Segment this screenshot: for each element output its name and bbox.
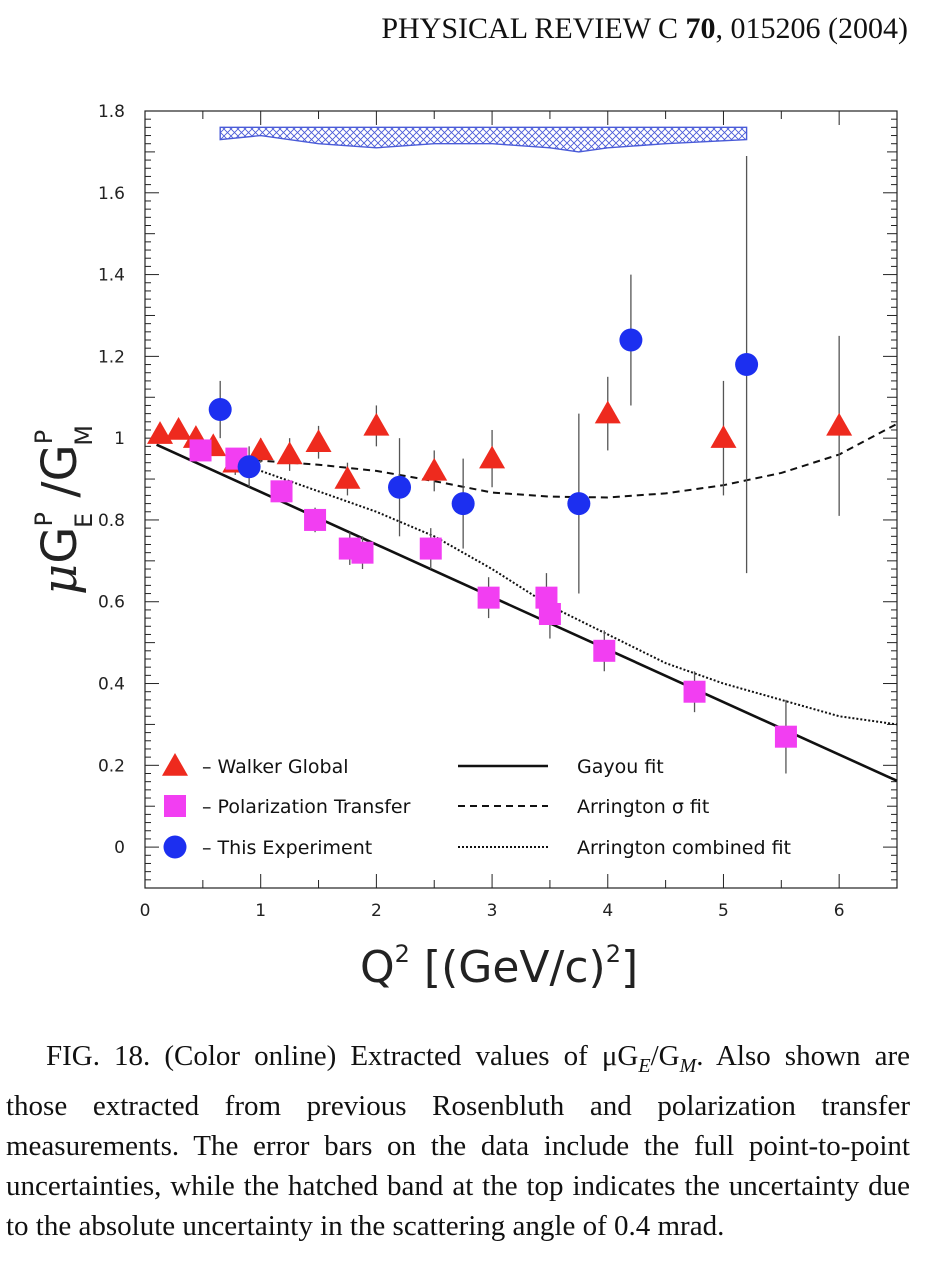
caption-text-1: FIG. 18. (Color online) Extracted values… (46, 1040, 639, 1072)
legend-poltrans-label: – Polarization Transfer (202, 796, 411, 818)
x-tick-label: 1 (255, 901, 266, 921)
legend-this-experiment-label: – This Experiment (202, 837, 372, 859)
journal-header: PHYSICAL REVIEW C 70, 015206 (2004) (381, 12, 908, 46)
legend-arrington-sigma-label: Arrington σ fit (577, 796, 709, 818)
marker-walker-global (247, 437, 274, 461)
data-markers (147, 328, 853, 748)
x-tick-label: 4 (602, 901, 613, 921)
marker-walker-global (421, 457, 448, 481)
marker-this-experiment (619, 328, 643, 352)
legend-arrington-combined-label: Arrington combined fit (577, 837, 791, 859)
y-tick-label: 1.4 (98, 266, 125, 286)
marker-walker-global (479, 445, 506, 469)
caption-sub-m: M (679, 1054, 697, 1077)
caption-sub-e: E (638, 1054, 651, 1077)
marker-walker-global (305, 429, 332, 452)
marker-this-experiment (388, 475, 412, 499)
caption-text-3: . Also shown are those extracted from pr… (6, 1040, 910, 1242)
figure-caption: FIG. 18. (Color online) Extracted values… (6, 1036, 910, 1246)
y-tick-label: 1.2 (98, 347, 125, 367)
marker-polarization-transfer (774, 725, 797, 748)
marker-walker-global (363, 412, 390, 436)
marker-polarization-transfer (189, 439, 212, 462)
marker-polarization-transfer (683, 680, 706, 703)
angle-uncertainty-band (219, 126, 748, 153)
curve-arrington-combined-fit (231, 457, 898, 726)
journal-volume: 70 (685, 12, 716, 45)
journal-page-year: , 015206 (2004) (715, 12, 908, 45)
x-axis-title: Q2 [(GeV/c)2] (360, 940, 638, 993)
y-tick-label: 1.8 (98, 102, 125, 122)
hatched-band (219, 126, 748, 153)
legend: – Walker Global – Polarization Transfer … (162, 753, 791, 859)
marker-polarization-transfer (593, 639, 616, 662)
journal-name: PHYSICAL REVIEW C (381, 12, 679, 45)
y-tick-label: 1.6 (98, 184, 125, 204)
y-tick-label: 0.2 (98, 756, 125, 776)
legend-gayou-label: Gayou fit (577, 756, 664, 778)
marker-walker-global (276, 441, 303, 465)
y-tick-label: 0 (114, 838, 125, 858)
x-tick-label: 6 (834, 901, 845, 921)
y-tick-label: 0.6 (98, 593, 125, 613)
axis-tick-labels: 0 1 2 3 4 5 6 0 0.2 0.4 0.6 0.8 1 1.2 1.4 1.6 1.8 (98, 102, 845, 921)
marker-polarization-transfer (351, 541, 374, 564)
x-tick-label: 3 (487, 901, 498, 921)
marker-this-experiment (451, 492, 475, 516)
axis-ticks (144, 110, 898, 889)
y-tick-label: 1 (114, 429, 125, 449)
marker-polarization-transfer (419, 537, 442, 560)
x-tick-label: 5 (718, 901, 729, 921)
form-factor-ratio-chart: 0 1 2 3 4 5 6 0 0.2 0.4 0.6 0.8 1 1.2 1.4 1.6 1.8 – Walk… (30, 102, 898, 993)
plot-frame (144, 110, 898, 889)
marker-polarization-transfer (304, 508, 327, 531)
marker-this-experiment (208, 398, 232, 422)
marker-polarization-transfer (477, 586, 500, 609)
marker-walker-global (594, 400, 621, 424)
marker-walker-global (147, 421, 174, 444)
legend-walker-label: – Walker Global (202, 756, 349, 778)
marker-walker-global (334, 466, 361, 489)
marker-this-experiment (237, 455, 261, 479)
curve-arrington-fit (231, 422, 898, 499)
marker-polarization-transfer (270, 480, 293, 503)
marker-walker-global (165, 416, 192, 440)
legend-symbol-this-experiment (163, 835, 187, 859)
marker-walker-global (826, 412, 853, 436)
x-tick-label: 0 (140, 901, 151, 921)
legend-symbol-walker-global (162, 753, 188, 776)
marker-walker-global (710, 425, 737, 448)
caption-text-2: /G (650, 1040, 680, 1072)
y-tick-label: 0.8 (98, 511, 125, 531)
marker-this-experiment (567, 492, 591, 516)
y-tick-label: 0.4 (98, 675, 125, 695)
x-tick-label: 2 (371, 901, 382, 921)
marker-polarization-transfer (538, 603, 561, 626)
y-axis-title: μGP E /GP M (30, 425, 98, 595)
marker-this-experiment (735, 353, 759, 377)
legend-symbol-polarization-transfer (164, 795, 186, 817)
